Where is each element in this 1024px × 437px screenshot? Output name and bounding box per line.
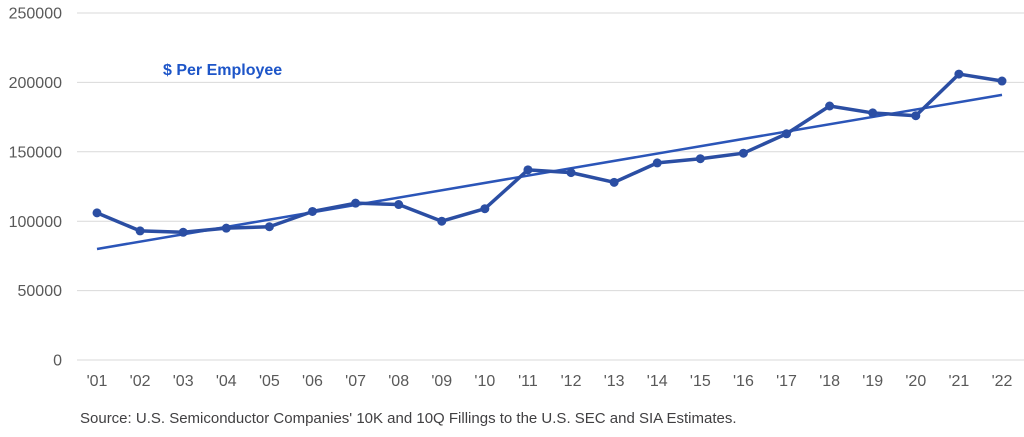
x-axis-tick-label: '09: [431, 373, 452, 390]
x-axis-tick-label: '15: [690, 373, 711, 390]
y-axis-tick-label: 250000: [9, 6, 62, 23]
x-axis-tick-label: '21: [948, 373, 969, 390]
data-point-marker: [566, 168, 576, 178]
y-axis-tick-label: 100000: [9, 214, 62, 231]
x-axis-tick-label: '06: [302, 373, 323, 390]
y-axis-tick-label: 50000: [18, 283, 63, 300]
series-title-label: $ Per Employee: [163, 62, 283, 79]
x-axis-tick-label: '11: [518, 373, 538, 390]
data-point-marker: [868, 108, 878, 118]
data-point-marker: [825, 101, 835, 111]
x-axis-tick-label: '02: [130, 373, 151, 390]
x-axis-tick-label: '20: [905, 373, 926, 390]
x-axis-tick-label: '03: [173, 373, 194, 390]
data-point-marker: [92, 208, 102, 218]
data-point-marker: [609, 177, 619, 187]
x-axis-tick-label: '22: [992, 373, 1013, 390]
data-point-marker: [523, 165, 533, 175]
data-point-marker: [738, 148, 748, 158]
x-axis-tick-label: '17: [776, 373, 797, 390]
x-axis-tick-label: '08: [388, 373, 409, 390]
x-axis-tick-label: '18: [819, 373, 840, 390]
y-axis-tick-label: 200000: [9, 75, 62, 92]
x-axis-tick-label: '12: [561, 373, 582, 390]
data-point-marker: [480, 204, 490, 214]
x-axis-tick-label: '14: [647, 373, 668, 390]
x-axis-tick-label: '13: [604, 373, 625, 390]
x-axis-tick-label: '10: [474, 373, 495, 390]
x-axis-tick-label: '16: [733, 373, 754, 390]
line-chart: 0 50000 100000 150000 200000 250000 '01 '02 '03 '…: [9, 6, 1024, 390]
data-point-marker: [954, 69, 964, 79]
data-point-marker: [782, 129, 792, 139]
source-note: Source: U.S. Semiconductor Companies' 10…: [80, 410, 737, 427]
x-axis-tick-label: '05: [259, 373, 280, 390]
data-point-marker: [394, 200, 404, 210]
data-point-marker: [264, 222, 274, 232]
data-point-marker: [695, 154, 705, 164]
x-axis-tick-label: '01: [87, 373, 108, 390]
x-axis-tick-label: '04: [216, 373, 237, 390]
data-point-marker: [437, 216, 447, 226]
data-point-marker: [135, 226, 145, 236]
x-axis-tick-label: '07: [345, 373, 366, 390]
data-point-marker: [911, 111, 921, 121]
y-axis-tick-label: 0: [53, 353, 62, 370]
x-axis-tick-label: '19: [862, 373, 883, 390]
y-axis-tick-label: 150000: [9, 144, 62, 161]
series-line: [95, 72, 1004, 235]
data-point-marker: [221, 223, 231, 233]
data-point-marker: [307, 206, 317, 216]
data-point-marker: [351, 198, 361, 208]
data-point-marker: [178, 227, 188, 237]
data-point-marker: [997, 76, 1007, 86]
data-point-marker: [652, 158, 662, 168]
